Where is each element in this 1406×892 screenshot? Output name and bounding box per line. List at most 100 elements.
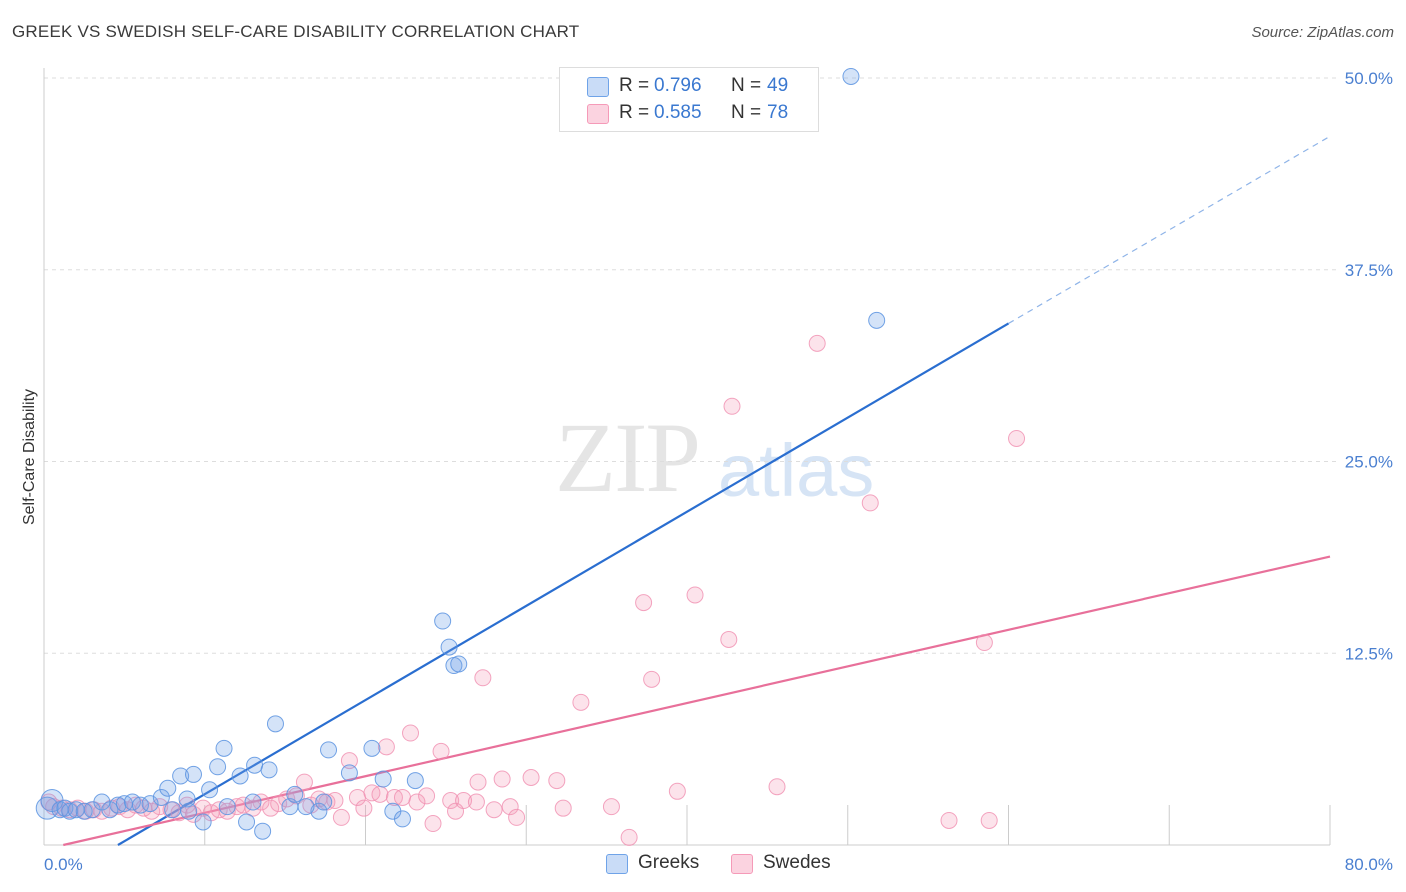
greeks-point (180, 802, 198, 820)
greeks-point (109, 796, 127, 814)
watermark-atlas: atlas (718, 429, 875, 512)
legend-greeks-n-value: 49 (767, 75, 789, 96)
greeks-point (159, 779, 177, 797)
greeks-point (101, 801, 119, 819)
y-tick-label: 12.5% (1345, 644, 1393, 663)
swedes-point (418, 787, 436, 805)
greeks-point (254, 822, 272, 840)
bottom-legend-label-swedes: Swedes (763, 852, 831, 873)
greeks-point (393, 810, 411, 828)
legend-greeks-r-value: 0.796 (654, 75, 702, 96)
greeks-point (340, 764, 358, 782)
greeks-trend-line (117, 322, 1010, 846)
swedes-point (262, 799, 280, 817)
greeks-point (450, 655, 468, 673)
legend-row-swedes: R = 0.585 N = 78 (560, 101, 818, 127)
legend-swedes-r-value: 0.585 (654, 102, 702, 123)
swedes-point (720, 630, 738, 648)
swedes-point (377, 738, 395, 756)
swedes-point (768, 778, 786, 796)
swedes-point (442, 792, 460, 810)
swedes-point (393, 788, 411, 806)
greeks-point (842, 67, 860, 85)
greeks-point (209, 758, 227, 776)
greeks-trend-extension (1008, 135, 1331, 324)
greeks-point (184, 765, 202, 783)
y-tick-label: 37.5% (1345, 261, 1393, 280)
swedes-point (686, 586, 704, 604)
swedes-point (635, 594, 653, 612)
swedes-point (408, 793, 426, 811)
swedes-point (522, 769, 540, 787)
correlation-legend: R = 0.796 N = 49 R = 0.585 N = 78 (559, 67, 819, 132)
swedes-point (501, 798, 519, 816)
x-tick-label-max: 80.0% (1345, 855, 1393, 874)
greeks-point (434, 612, 452, 630)
legend-greeks-n-label: N = (731, 75, 762, 96)
swedes-point (295, 773, 313, 791)
greeks-point (178, 790, 196, 808)
greeks-point (61, 802, 79, 820)
greeks-point (201, 781, 219, 799)
greeks-point (246, 756, 264, 774)
swedes-point (455, 792, 473, 810)
swedes-point (554, 799, 572, 817)
swedes-point (980, 811, 998, 829)
swedes-point (467, 793, 485, 811)
swedes-point (485, 801, 503, 819)
greeks-point (297, 798, 315, 816)
swedes-point (572, 693, 590, 711)
bottom-legend-swatch-greeks (606, 854, 628, 874)
greeks-point (868, 311, 886, 329)
watermark-zip: ZIP (555, 402, 701, 513)
y-tick-labels: 12.5% 25.0% 37.5% 50.0% (1345, 69, 1393, 663)
greeks-point (320, 741, 338, 759)
bottom-legend-label-greeks: Greeks (638, 852, 700, 873)
greeks-points (35, 67, 886, 840)
legend-row-greeks: R = 0.796 N = 49 (560, 74, 818, 100)
swedes-point (861, 494, 879, 512)
swedes-point (548, 772, 566, 790)
swedes-point (1008, 429, 1026, 447)
greeks-point (374, 770, 392, 788)
legend-greeks-r-label: R = (619, 75, 650, 96)
greeks-point (310, 802, 328, 820)
swedes-point (723, 397, 741, 415)
greeks-point (194, 813, 212, 831)
x-tick-label-min: 0.0% (44, 855, 83, 874)
swedes-point (602, 798, 620, 816)
y-tick-label: 50.0% (1345, 69, 1393, 88)
swedes-point (620, 828, 638, 846)
greeks-point (266, 715, 284, 733)
swedes-point (808, 334, 826, 352)
greeks-point (286, 785, 304, 803)
y-tick-label: 25.0% (1345, 453, 1393, 472)
greeks-point (218, 798, 236, 816)
legend-swatch-swedes (587, 104, 609, 124)
greeks-point (215, 739, 233, 757)
chart-title: GREEK VS SWEDISH SELF-CARE DISABILITY CO… (12, 22, 580, 41)
chart-source: Source: ZipAtlas.com (1251, 24, 1394, 41)
swedes-point (474, 669, 492, 687)
swedes-points (40, 334, 1026, 846)
greeks-point (164, 801, 182, 819)
swedes-point (371, 785, 389, 803)
greeks-point (172, 767, 190, 785)
swedes-point (975, 634, 993, 652)
swedes-point (340, 752, 358, 770)
trend-lines (63, 135, 1331, 847)
swedes-point (424, 815, 442, 833)
legend-swatch-greeks (587, 77, 609, 97)
greeks-point (238, 813, 256, 831)
greeks-point (315, 793, 333, 811)
swedes-point (508, 808, 526, 826)
greeks-point (152, 788, 170, 806)
greeks-point (231, 767, 249, 785)
swedes-point (643, 670, 661, 688)
greeks-point (363, 739, 381, 757)
greeks-point (440, 638, 458, 656)
swedes-point (432, 742, 450, 760)
swedes-point (355, 799, 373, 817)
swedes-point (940, 811, 958, 829)
greeks-point (244, 793, 262, 811)
